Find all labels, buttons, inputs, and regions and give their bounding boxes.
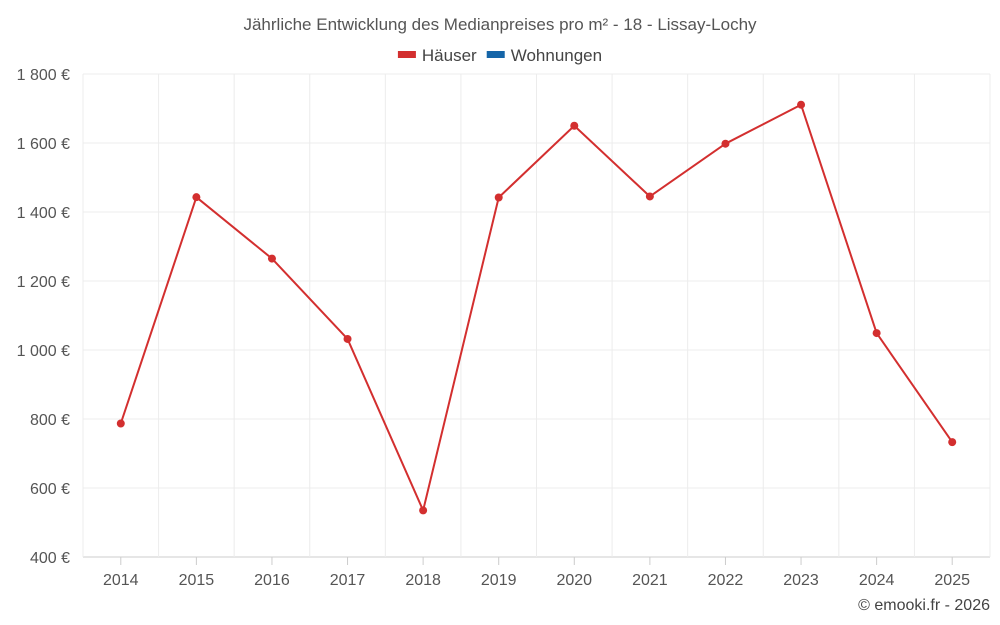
y-tick-label: 1 200 €: [17, 274, 70, 291]
x-tick-label: 2020: [556, 572, 592, 589]
data-point[interactable]: [948, 438, 957, 447]
x-tick-label: 2018: [405, 572, 441, 589]
x-tick-label: 2025: [934, 572, 970, 589]
y-tick-label: 1 800 €: [17, 67, 70, 84]
y-tick-label: 1 000 €: [17, 343, 70, 360]
y-tick-label: 600 €: [30, 481, 70, 498]
data-point[interactable]: [797, 100, 806, 109]
data-point[interactable]: [116, 419, 125, 428]
data-point[interactable]: [570, 121, 579, 130]
credit-text: © emooki.fr - 2026: [858, 597, 990, 614]
series-line: [119, 103, 954, 512]
x-tick-label: 2017: [330, 572, 366, 589]
x-axis: 2014 2015 2016 2017 2018 2019 2020 2021 2022 2023…: [103, 557, 970, 589]
chart-title: Jährliche Entwicklung des Medianpreises …: [243, 15, 757, 34]
data-point[interactable]: [343, 334, 352, 343]
x-tick-label: 2015: [179, 572, 215, 589]
legend-swatch: [486, 51, 505, 58]
y-tick-label: 400 €: [30, 550, 70, 567]
data-point[interactable]: [872, 329, 881, 338]
data-point[interactable]: [494, 193, 503, 202]
y-axis: 400 € 600 € 800 € 1 000 € 1 200 € 1 400 € 1 60…: [17, 67, 70, 567]
legend-item-häuser[interactable]: Häuser: [397, 46, 477, 65]
legend[interactable]: Häuser Wohnungen: [397, 46, 602, 65]
x-tick-label: 2023: [783, 572, 819, 589]
series-häuser: [116, 100, 957, 515]
x-tick-label: 2021: [632, 572, 668, 589]
y-tick-label: 1 400 €: [17, 205, 70, 222]
x-tick-label: 2016: [254, 572, 290, 589]
legend-item-wohnungen[interactable]: Wohnungen: [486, 46, 602, 65]
series-layer: [116, 100, 957, 515]
data-point[interactable]: [267, 254, 276, 263]
data-point[interactable]: [419, 506, 428, 515]
x-tick-label: 2024: [859, 572, 895, 589]
legend-label: Häuser: [422, 46, 477, 65]
x-tick-label: 2014: [103, 572, 139, 589]
y-tick-label: 800 €: [30, 412, 70, 429]
y-tick-label: 1 600 €: [17, 136, 70, 153]
grid: [82, 73, 991, 558]
x-tick-label: 2022: [708, 572, 744, 589]
data-point[interactable]: [645, 192, 654, 201]
data-point[interactable]: [721, 139, 730, 148]
legend-swatch: [397, 51, 416, 58]
legend-label: Wohnungen: [511, 46, 602, 65]
x-tick-label: 2019: [481, 572, 517, 589]
data-point[interactable]: [192, 193, 201, 202]
